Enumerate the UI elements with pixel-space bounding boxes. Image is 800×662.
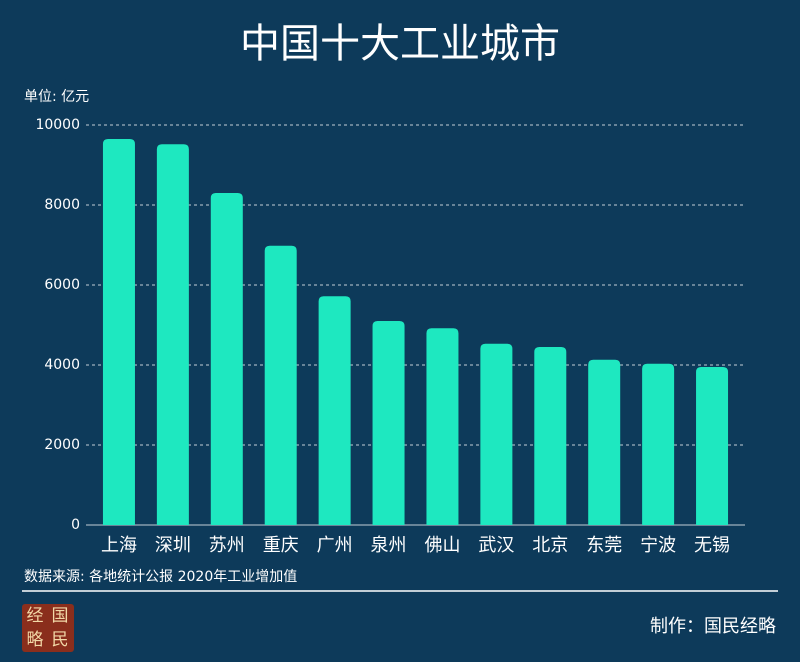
y-tick-label: 6000 [44,277,80,293]
bar [156,144,189,525]
y-tick-label: 4000 [44,357,80,373]
x-tick-label: 苏州 [209,535,245,556]
bar [588,359,621,525]
x-tick-label: 东莞 [586,535,622,556]
bar [210,193,243,525]
y-axis-unit: 单位: 亿元 [24,89,89,105]
bar [102,139,135,525]
logo-char: 国 [52,606,69,626]
bar [264,245,297,526]
y-tick-label: 0 [71,517,80,533]
x-tick-label: 无锡 [694,535,730,556]
x-tick-label: 泉州 [371,535,407,556]
x-tick-label: 上海 [101,535,137,556]
bar [480,343,513,525]
x-tick-label: 广州 [317,535,353,556]
logo-char: 民 [52,630,69,650]
y-tick-label: 10000 [35,117,80,133]
x-tick-label: 武汉 [478,535,514,556]
x-tick-label: 宁波 [640,535,676,556]
x-tick-label: 佛山 [424,535,460,556]
bar [426,328,459,525]
bar [696,367,729,525]
bar [642,363,675,525]
bar [318,296,351,525]
bar [534,347,567,525]
credit: 制作：国民经略 [650,616,776,637]
chart-title: 中国十大工业城市 [240,21,560,67]
x-tick-label: 北京 [532,535,568,556]
bar [372,321,405,525]
x-tick-label: 重庆 [263,535,299,556]
y-tick-label: 2000 [44,437,80,453]
y-tick-label: 8000 [44,197,80,213]
x-tick-label: 深圳 [155,535,191,556]
source: 数据来源: 各地统计公报 2020年工业增加值 [24,569,297,585]
logo-char: 略 [27,630,44,650]
logo-char: 经 [27,606,44,626]
logo [22,604,74,652]
